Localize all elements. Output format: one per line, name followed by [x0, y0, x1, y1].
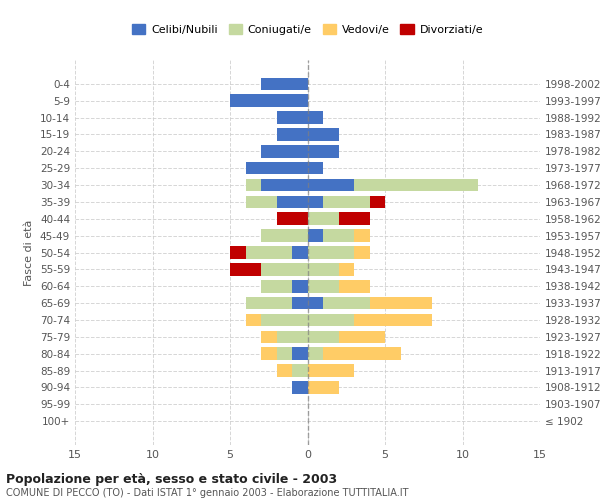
Bar: [308, 145, 338, 158]
Bar: [230, 263, 261, 276]
Bar: [261, 230, 308, 242]
Bar: [261, 78, 308, 90]
Bar: [277, 111, 308, 124]
Bar: [338, 212, 370, 225]
Bar: [245, 162, 308, 174]
Bar: [354, 314, 431, 326]
Bar: [292, 381, 308, 394]
Bar: [308, 162, 323, 174]
Bar: [292, 297, 308, 310]
Bar: [277, 364, 292, 377]
Bar: [308, 381, 338, 394]
Bar: [308, 128, 338, 141]
Bar: [308, 212, 338, 225]
Bar: [323, 230, 354, 242]
Bar: [292, 246, 308, 259]
Bar: [245, 314, 261, 326]
Bar: [292, 364, 308, 377]
Bar: [292, 348, 308, 360]
Bar: [292, 280, 308, 292]
Bar: [354, 246, 370, 259]
Bar: [261, 330, 277, 343]
Bar: [338, 280, 370, 292]
Bar: [277, 196, 308, 208]
Bar: [308, 178, 354, 192]
Bar: [277, 330, 308, 343]
Bar: [245, 297, 292, 310]
Bar: [261, 145, 308, 158]
Bar: [323, 348, 401, 360]
Bar: [308, 111, 323, 124]
Bar: [308, 280, 338, 292]
Bar: [308, 230, 323, 242]
Bar: [323, 297, 370, 310]
Bar: [308, 297, 323, 310]
Bar: [308, 364, 354, 377]
Bar: [338, 330, 385, 343]
Text: COMUNE DI PECCO (TO) - Dati ISTAT 1° gennaio 2003 - Elaborazione TUTTITALIA.IT: COMUNE DI PECCO (TO) - Dati ISTAT 1° gen…: [6, 488, 409, 498]
Y-axis label: Fasce di età: Fasce di età: [25, 220, 34, 286]
Bar: [308, 196, 323, 208]
Bar: [261, 280, 292, 292]
Bar: [308, 263, 338, 276]
Bar: [245, 196, 277, 208]
Bar: [261, 178, 308, 192]
Bar: [277, 128, 308, 141]
Bar: [261, 348, 277, 360]
Bar: [245, 246, 292, 259]
Bar: [370, 297, 431, 310]
Bar: [230, 94, 308, 107]
Text: Popolazione per età, sesso e stato civile - 2003: Popolazione per età, sesso e stato civil…: [6, 472, 337, 486]
Legend: Celibi/Nubili, Coniugati/e, Vedovi/e, Divorziati/e: Celibi/Nubili, Coniugati/e, Vedovi/e, Di…: [128, 20, 487, 39]
Bar: [354, 230, 370, 242]
Bar: [370, 196, 385, 208]
Bar: [261, 263, 308, 276]
Bar: [323, 196, 370, 208]
Bar: [277, 348, 292, 360]
Bar: [308, 246, 354, 259]
Bar: [338, 263, 354, 276]
Bar: [261, 314, 308, 326]
Bar: [245, 178, 261, 192]
Bar: [354, 178, 478, 192]
Bar: [308, 348, 323, 360]
Bar: [230, 246, 245, 259]
Bar: [308, 330, 338, 343]
Bar: [277, 212, 308, 225]
Bar: [308, 314, 354, 326]
